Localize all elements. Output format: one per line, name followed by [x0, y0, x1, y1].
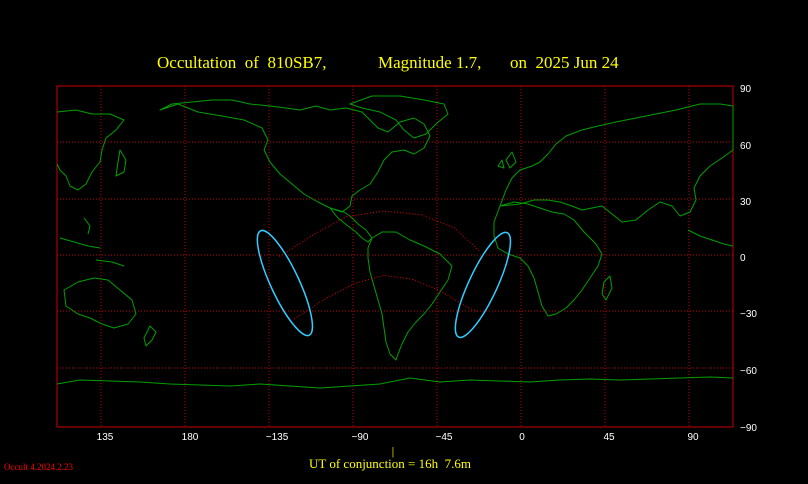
- coastline-new-zealand: [143, 325, 157, 347]
- title-magnitude: Magnitude 1.7,: [378, 53, 481, 72]
- coastline-eurasia: [499, 103, 734, 223]
- coastline-japan: [115, 149, 127, 177]
- title-object: Occultation of 810SB7,: [157, 53, 327, 72]
- lat-tick-label: 30: [740, 197, 752, 208]
- ellipse-layer: [256, 229, 512, 339]
- coastlines: [56, 95, 734, 389]
- south-limit-path: [293, 274, 478, 320]
- coastline-north-america: [159, 99, 431, 213]
- coastline-greenland: [349, 95, 449, 139]
- coastline-central-america: [329, 207, 373, 243]
- lon-tick-label: 0: [519, 432, 525, 443]
- software-version: Occult 4.2024.2.23: [4, 462, 73, 472]
- map-frame: [56, 85, 734, 428]
- coastline-southeast-asia: [59, 217, 734, 267]
- east-ellipse: [454, 231, 512, 339]
- lon-tick-label: 45: [603, 432, 615, 443]
- north-limit-path: [279, 210, 480, 257]
- title-date: on 2025 Jun 24: [510, 53, 619, 72]
- lat-tick-label: 60: [740, 141, 752, 152]
- lon-tick-label: 90: [687, 432, 699, 443]
- coastline-south-america: [367, 231, 453, 361]
- coastline-antarctica: [56, 376, 734, 389]
- lon-tick-label: 135: [97, 432, 114, 443]
- latitude-axis: 90 60 30 0 −30 −60 −90: [740, 84, 757, 434]
- lat-tick-label: −30: [740, 309, 757, 320]
- lat-tick-label: −90: [740, 423, 757, 434]
- coastline-british-isles: [497, 151, 517, 169]
- lat-tick-label: −60: [740, 366, 757, 377]
- lon-tick-label: 180: [182, 432, 199, 443]
- lat-tick-label: 0: [740, 253, 746, 264]
- lon-tick-label: −45: [436, 432, 453, 443]
- conjunction-label: UT of conjunction = 16h 7.6m: [309, 456, 471, 471]
- coastline-australia: [63, 277, 137, 329]
- lon-tick-label: −135: [266, 432, 289, 443]
- path-layer: [279, 210, 480, 320]
- coastline-asia-west-edge: [56, 109, 125, 191]
- coastline-madagascar: [601, 275, 613, 301]
- lon-tick-label: −90: [352, 432, 369, 443]
- conjunction-marker: |: [392, 444, 394, 458]
- lat-tick-label: 90: [740, 84, 752, 95]
- longitude-axis: 135 180 −135 −90 −45 0 45 90: [97, 432, 699, 443]
- coastline-africa: [493, 201, 603, 317]
- west-ellipse: [256, 229, 314, 337]
